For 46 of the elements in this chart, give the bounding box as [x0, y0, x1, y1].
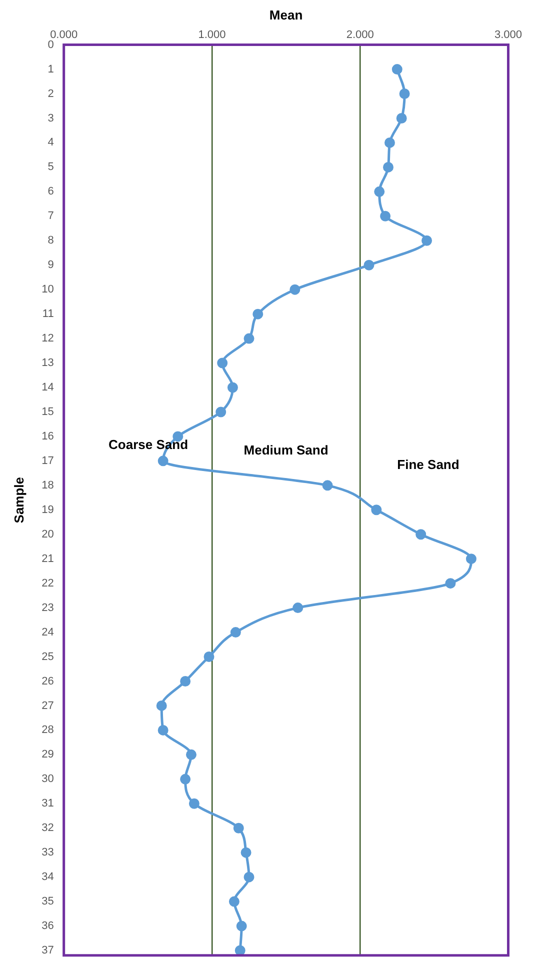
y-tick-label: 29	[42, 748, 54, 761]
y-axis-title: Sample	[11, 476, 26, 524]
y-tick-label: 7	[48, 210, 54, 222]
y-tick-label: 25	[42, 650, 54, 663]
y-tick-label: 23	[42, 602, 54, 614]
y-tick-label: 30	[42, 773, 54, 786]
y-tick-label: 22	[42, 577, 54, 590]
x-tick-label: 3.000	[494, 29, 522, 42]
annotation: Medium Sand	[244, 442, 328, 458]
y-tick-label: 17	[42, 454, 54, 467]
y-tick-label: 19	[42, 504, 54, 516]
y-tick-label: 5	[48, 161, 54, 174]
y-tick-label: 9	[48, 259, 54, 272]
y-tick-label: 21	[42, 552, 54, 565]
y-tick-label: 1	[48, 63, 54, 76]
y-tick-label: 34	[42, 871, 54, 884]
y-tick-label: 4	[48, 136, 54, 149]
y-tick-label: 37	[42, 944, 54, 957]
y-tick-label: 36	[42, 920, 54, 932]
y-tick-label: 27	[42, 700, 54, 712]
y-tick-label: 10	[42, 284, 54, 296]
y-tick-label: 33	[42, 846, 54, 859]
y-tick-label: 31	[42, 798, 54, 810]
y-tick-label: 32	[42, 822, 54, 834]
y-tick-label: 0	[48, 38, 54, 51]
y-tick-label: 26	[42, 675, 54, 688]
annotation: Fine Sand	[397, 457, 460, 472]
y-tick-label: 12	[42, 332, 54, 345]
y-tick-label: 18	[42, 479, 54, 492]
y-tick-label: 3	[48, 112, 54, 124]
y-tick-label: 13	[42, 357, 54, 370]
y-tick-label: 6	[48, 186, 54, 198]
y-tick-label: 2	[48, 88, 54, 100]
x-tick-label: 0.000	[50, 29, 78, 42]
y-tick-label: 8	[48, 234, 54, 247]
x-tick-label: 2.000	[346, 29, 374, 42]
x-tick-label: 1.000	[198, 29, 226, 42]
x-axis-title: Mean	[269, 7, 303, 22]
y-tick-label: 28	[42, 724, 54, 736]
y-tick-label: 35	[42, 896, 54, 908]
y-tick-label: 11	[42, 308, 54, 320]
y-tick-label: 24	[42, 626, 54, 638]
y-tick-label: 20	[42, 528, 54, 540]
y-tick-label: 16	[42, 430, 54, 442]
y-tick-label: 15	[42, 406, 54, 418]
y-tick-label: 14	[42, 382, 54, 394]
